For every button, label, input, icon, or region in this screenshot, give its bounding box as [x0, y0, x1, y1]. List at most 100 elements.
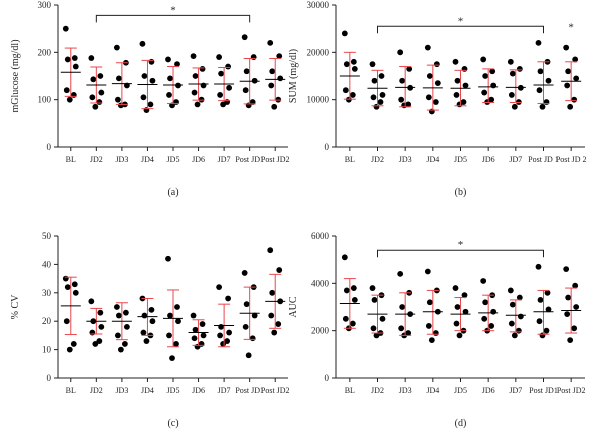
data-point: [276, 267, 283, 273]
data-point: [97, 309, 104, 316]
x-tick-label: JD3: [399, 386, 412, 395]
data-point: [148, 58, 155, 65]
data-point: [114, 332, 121, 339]
data-point: [399, 77, 406, 84]
x-tick-label: JD3: [399, 155, 412, 164]
data-point: [517, 313, 524, 320]
data-point: [349, 92, 356, 98]
data-point: [277, 75, 284, 82]
x-tick-label: BL: [66, 386, 76, 395]
panel-label: (c): [167, 418, 178, 429]
data-point: [509, 70, 516, 77]
data-point: [217, 92, 224, 98]
y-axis-label: mGlucose (mg/dl): [10, 39, 21, 112]
data-point: [349, 320, 356, 327]
data-point: [453, 320, 460, 327]
data-point: [96, 99, 103, 105]
data-point: [373, 332, 380, 339]
data-point: [92, 103, 99, 110]
x-tick-label: JD5: [167, 386, 180, 395]
data-point: [543, 99, 550, 105]
x-tick-label: JD2: [90, 155, 103, 164]
data-point: [462, 82, 469, 89]
data-point: [167, 312, 173, 319]
data-point: [225, 63, 232, 70]
data-point: [149, 318, 156, 325]
data-point: [452, 285, 459, 291]
y-tick-label: 50: [42, 231, 52, 241]
data-point: [62, 25, 69, 32]
data-point: [63, 318, 70, 325]
data-point: [98, 323, 105, 330]
data-point: [370, 325, 377, 332]
data-point: [535, 39, 542, 46]
x-tick-label: JD3: [115, 155, 128, 164]
data-point: [139, 40, 146, 47]
y-tick-label: 0: [47, 373, 52, 383]
data-point: [143, 107, 150, 113]
x-tick-label: JD4: [426, 155, 439, 164]
data-point: [573, 75, 580, 82]
data-point: [217, 332, 224, 339]
data-point: [432, 330, 439, 336]
data-point: [167, 75, 173, 82]
panel-a-chart: 0 100 200 300 mGlucose (mg/dl) BL JD2 JD3 JD4 JD5…: [10, 0, 290, 198]
data-point: [454, 304, 461, 310]
data-point: [572, 282, 579, 289]
y-tick-label: 20000: [307, 47, 330, 57]
data-point: [456, 332, 463, 339]
panel-label: (b): [455, 187, 467, 198]
y-axis-label: AUC: [288, 296, 299, 317]
x-tick-label: JD6: [482, 386, 495, 395]
data-point: [276, 53, 283, 60]
data-point: [456, 101, 463, 108]
x-tick-label: JD5: [454, 155, 467, 164]
y-tick-label: 4000: [311, 278, 330, 288]
data-point: [428, 108, 435, 115]
x-tick-label: JD5: [454, 386, 467, 395]
data-point: [271, 329, 278, 336]
data-point: [269, 289, 276, 296]
significance-star: *: [170, 4, 176, 16]
data-point: [489, 68, 496, 75]
data-point: [89, 94, 96, 101]
data-point: [490, 82, 497, 89]
data-point: [147, 101, 154, 108]
data-point: [166, 92, 172, 98]
y-tick-label: 200: [38, 47, 52, 57]
data-point: [480, 278, 487, 284]
data-point: [481, 315, 488, 322]
data-point: [342, 315, 349, 322]
data-point: [507, 58, 514, 65]
x-tick-label: JD7: [509, 386, 522, 395]
data-point: [64, 56, 71, 63]
data-point: [242, 87, 249, 94]
significance-bracket: [377, 25, 544, 34]
data-point: [371, 77, 378, 84]
data-point: [343, 61, 350, 68]
data-point: [351, 297, 358, 303]
data-point: [508, 320, 515, 327]
data-point: [143, 338, 150, 344]
data-point: [251, 312, 258, 319]
data-point: [350, 58, 357, 65]
data-point: [461, 66, 468, 72]
data-point: [218, 323, 225, 330]
significance-bracket: [95, 14, 251, 23]
data-point: [89, 329, 96, 336]
data-point: [480, 56, 487, 63]
x-tick-label: JD6: [482, 155, 495, 164]
data-point: [200, 332, 207, 339]
data-point: [173, 341, 179, 347]
x-tick-label: JD4: [141, 386, 154, 395]
data-point: [243, 301, 250, 308]
data-point: [194, 101, 201, 108]
data-point: [563, 266, 570, 273]
y-tick-label: 2000: [311, 326, 330, 336]
data-point: [565, 294, 572, 301]
data-point: [351, 66, 358, 72]
data-point: [169, 355, 175, 362]
data-point: [377, 99, 384, 105]
data-point: [369, 285, 376, 291]
data-point: [536, 87, 543, 94]
